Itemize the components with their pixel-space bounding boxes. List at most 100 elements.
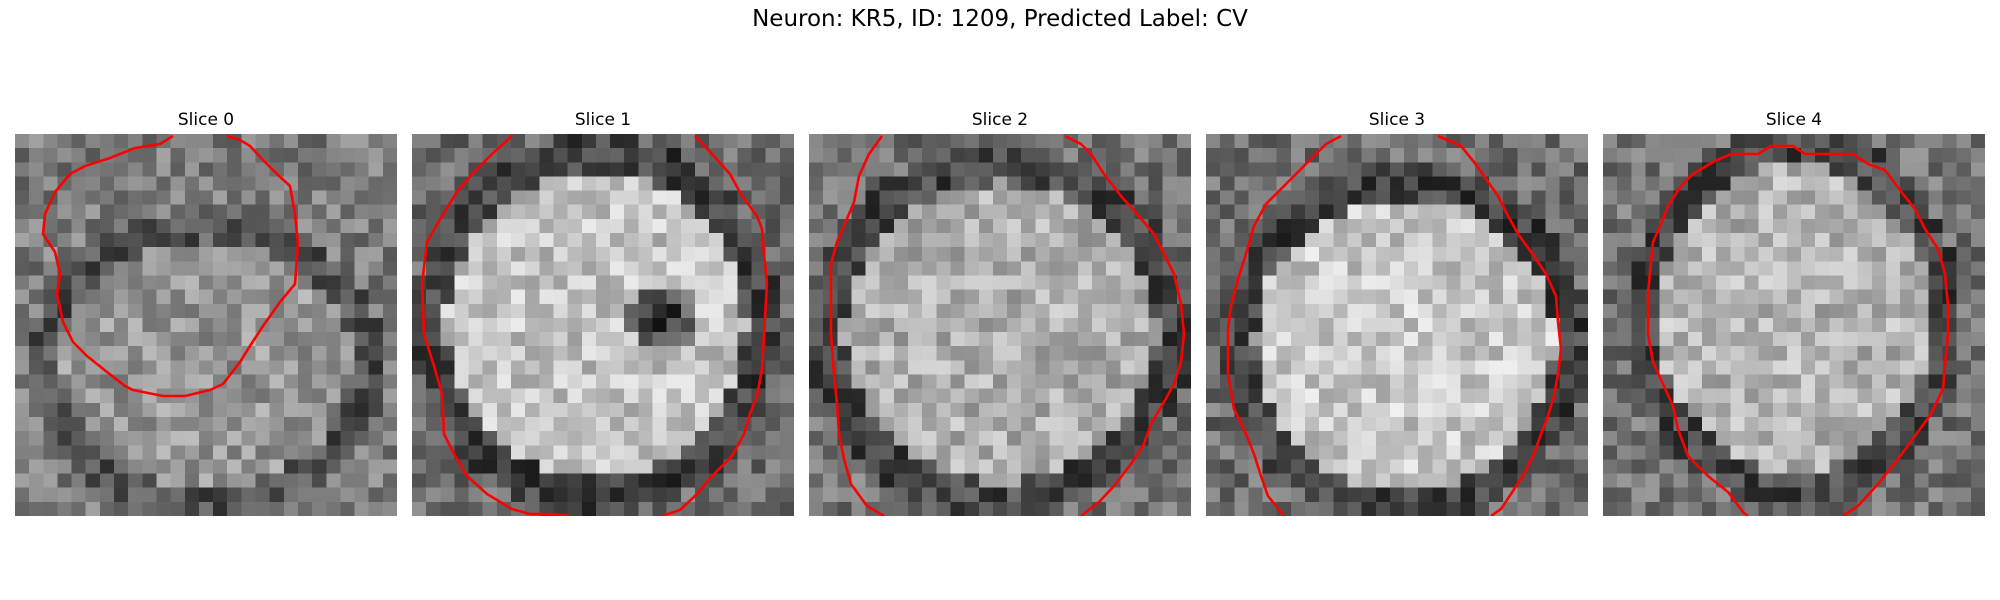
pixel (1290, 431, 1306, 446)
pixel (595, 275, 611, 291)
pixel (595, 148, 611, 163)
pixel (1347, 233, 1363, 248)
pixel (1106, 501, 1121, 516)
pixel (1914, 374, 1929, 390)
pixel (581, 416, 597, 432)
pixel (1488, 134, 1504, 149)
pixel (184, 416, 200, 432)
pixel (99, 445, 115, 460)
pixel (1375, 134, 1391, 149)
pixel (213, 148, 228, 163)
pixel (170, 162, 186, 177)
pixel (1375, 445, 1391, 460)
pixel (1730, 134, 1745, 149)
pixel (1928, 204, 1944, 220)
pixel (128, 473, 143, 489)
pixel (1857, 388, 1873, 404)
pixel (1517, 261, 1532, 276)
pixel (1021, 402, 1036, 418)
pixel (1956, 134, 1972, 149)
pixel (1021, 388, 1036, 404)
pixel (1305, 247, 1320, 262)
pixel (624, 162, 639, 177)
pixel (312, 261, 327, 276)
pixel (567, 233, 583, 248)
pixel (624, 190, 639, 206)
pixel (412, 346, 427, 361)
pixel (312, 176, 327, 192)
pixel (851, 148, 867, 163)
pixel (1148, 487, 1164, 503)
pixel (1617, 416, 1632, 432)
pixel (525, 233, 540, 248)
pixel (525, 275, 540, 291)
pixel (1333, 204, 1348, 220)
pixel (297, 190, 313, 206)
pixel (1049, 332, 1065, 347)
pixel (511, 247, 526, 262)
pixel (1319, 416, 1334, 432)
pixel (1744, 275, 1760, 291)
pixel (269, 416, 285, 432)
pixel (1319, 289, 1334, 305)
pixel (1432, 402, 1448, 418)
pixel (1559, 473, 1575, 489)
pixel (1829, 289, 1845, 305)
pixel (851, 218, 867, 234)
pixel (142, 148, 157, 163)
pixel (454, 148, 470, 163)
pixel (241, 218, 257, 234)
pixel (1744, 445, 1760, 460)
pixel (184, 317, 200, 333)
pixel (43, 332, 58, 347)
pixel (1772, 459, 1788, 475)
pixel (1134, 162, 1150, 177)
pixel (1077, 388, 1093, 404)
pixel (15, 346, 30, 361)
pixel (595, 346, 611, 361)
pixel (1176, 247, 1191, 262)
pixel (241, 303, 257, 319)
pixel (1276, 289, 1292, 305)
pixel (1106, 431, 1121, 446)
pixel (1319, 218, 1334, 234)
pixel (1730, 445, 1745, 460)
pixel (142, 360, 157, 376)
pixel (99, 459, 115, 475)
pixel (283, 303, 299, 319)
pixel (1418, 346, 1433, 361)
pixel (992, 247, 1008, 262)
pixel (1617, 501, 1632, 516)
slice-2-pixels (809, 134, 1191, 516)
pixel (964, 176, 980, 192)
pixel (680, 388, 696, 404)
pixel (440, 360, 455, 376)
pixel (1603, 204, 1618, 220)
pixel (326, 388, 341, 404)
pixel (666, 233, 682, 248)
pixel (723, 204, 738, 220)
pixel (99, 374, 115, 390)
pixel (950, 247, 966, 262)
pixel (1517, 388, 1532, 404)
pixel (1914, 275, 1929, 291)
pixel (1603, 402, 1618, 418)
pixel (99, 388, 115, 404)
pixel (312, 402, 327, 418)
pixel (978, 346, 994, 361)
pixel (992, 388, 1008, 404)
pixel (1120, 317, 1135, 333)
pixel (1446, 459, 1462, 475)
pixel (1474, 402, 1490, 418)
pixel (496, 176, 512, 192)
pixel (382, 148, 397, 163)
pixel (1375, 233, 1391, 248)
pixel (893, 233, 909, 248)
pixel (737, 247, 753, 262)
pixel (1091, 431, 1107, 446)
pixel (426, 388, 441, 404)
pixel (1206, 388, 1221, 404)
pixel (1603, 416, 1618, 432)
pixel (1290, 218, 1306, 234)
pixel (1871, 402, 1887, 418)
